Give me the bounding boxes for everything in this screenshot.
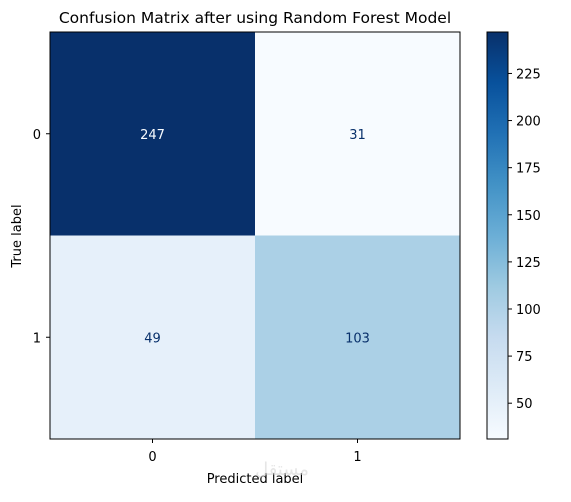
y-tick-label: 1 xyxy=(33,331,41,346)
colorbar-tick-label: 100 xyxy=(516,303,541,318)
cell-value-label: 49 xyxy=(144,331,161,346)
colorbar xyxy=(486,31,509,440)
x-axis-label: Predicted label xyxy=(207,472,304,487)
heatmap-cell xyxy=(255,32,460,236)
heatmap-cell xyxy=(50,32,255,236)
colorbar-tick-label: 200 xyxy=(516,115,541,130)
cell-value-label: 103 xyxy=(345,331,370,346)
x-tick-label: 1 xyxy=(353,450,361,465)
colorbar-tick-label: 50 xyxy=(516,397,533,412)
cell-value-label: 31 xyxy=(349,128,366,143)
colorbar-ticks: 50 75 100 125 150 175 200 225 xyxy=(508,67,541,412)
plot-frame xyxy=(49,31,461,440)
colorbar-tick-label: 150 xyxy=(516,209,541,224)
colorbar-tick-label: 75 xyxy=(516,350,533,365)
chart-title: Confusion Matrix after using Random Fore… xyxy=(59,9,451,27)
heatmap-cell xyxy=(50,235,255,439)
watermark-logo: مستقل xyxy=(255,459,309,480)
y-tick-label: 0 xyxy=(33,128,41,143)
colorbar-tick-label: 225 xyxy=(516,67,541,82)
y-axis-label: True label xyxy=(10,204,25,268)
y-tick-labels: 01 xyxy=(33,128,50,346)
x-tick-label: 0 xyxy=(148,450,156,465)
heatmap-cell xyxy=(255,235,460,439)
colorbar-tick-label: 125 xyxy=(516,256,541,271)
cell-value-labels: 247 31 49 103 xyxy=(140,128,370,347)
cell-value-label: 247 xyxy=(140,128,165,143)
colorbar-tick-label: 175 xyxy=(516,162,541,177)
heatmap-cells xyxy=(50,32,460,439)
